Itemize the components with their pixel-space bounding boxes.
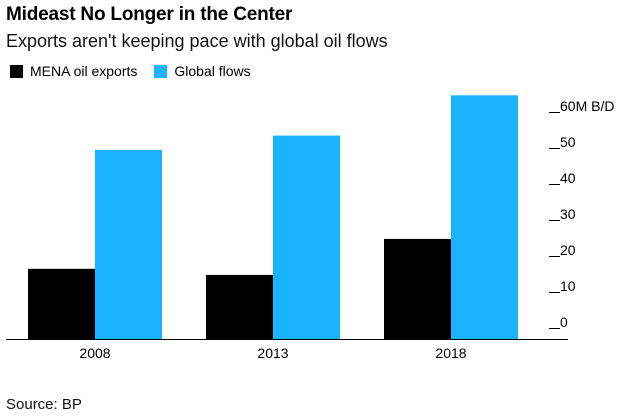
- source-note: Source: BP: [6, 396, 82, 413]
- y-tick-label-10: 10: [560, 278, 576, 294]
- legend-item-mena: MENA oil exports: [10, 63, 137, 79]
- chart-title: Mideast No Longer in the Center: [6, 4, 293, 25]
- y-tick-label-50: 50: [560, 134, 576, 150]
- legend-swatch-global: [154, 64, 168, 78]
- x-tick-label-2008: 2008: [79, 345, 110, 361]
- bar-global-flows-2018: [451, 95, 518, 339]
- bar-mena-oil-exports-2013: [206, 274, 273, 339]
- bar-mena-oil-exports-2018: [384, 238, 451, 339]
- y-tick-label-40: 40: [560, 170, 576, 186]
- y-tick-label-30: 30: [560, 206, 576, 222]
- y-tick-label-60: 60M B/D: [560, 98, 614, 114]
- y-tick-label-20: 20: [560, 242, 576, 258]
- legend-item-global: Global flows: [154, 63, 251, 79]
- legend: MENA oil exports Global flows: [10, 63, 268, 79]
- chart-subtitle: Exports aren't keeping pace with global …: [6, 31, 388, 51]
- legend-label-global: Global flows: [174, 63, 251, 79]
- x-tick-label-2018: 2018: [435, 345, 466, 361]
- y-tick-label-0: 0: [560, 314, 568, 330]
- x-tick-label-2013: 2013: [257, 345, 288, 361]
- bar-mena-oil-exports-2008: [28, 268, 95, 339]
- legend-swatch-mena: [10, 64, 23, 78]
- bar-global-flows-2013: [273, 135, 340, 339]
- bar-global-flows-2008: [95, 150, 162, 339]
- legend-label-mena: MENA oil exports: [30, 63, 138, 79]
